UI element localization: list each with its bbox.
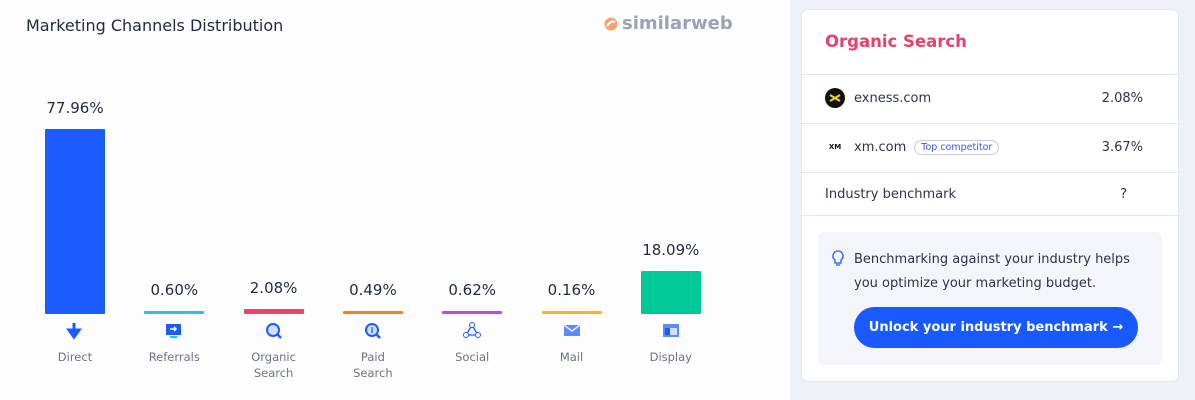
site-row: XM xm.com Top competitor 3.67%: [825, 137, 1143, 157]
site-logo: XM: [825, 137, 845, 157]
bar: [144, 311, 205, 314]
category-label: Referrals: [148, 350, 200, 364]
channel-icon: [563, 324, 580, 336]
channel-icon: [463, 322, 482, 338]
divider: [802, 123, 1178, 124]
channel-icon: [166, 324, 182, 338]
badge: Top competitor: [914, 139, 1000, 155]
value-label: 0.62%: [448, 281, 497, 299]
value-label: 2.08%: [249, 279, 298, 298]
panel-title: Organic Search: [825, 32, 967, 51]
category-label: Organic Search: [251, 350, 296, 380]
logo-text: similarweb: [622, 13, 733, 34]
channel-icon: [364, 323, 381, 339]
divider: [802, 172, 1178, 173]
unlock-button[interactable]: Unlock your industry benchmark →: [854, 307, 1138, 348]
category-label: Social: [455, 350, 490, 364]
site-value: 3.67%: [1101, 139, 1143, 155]
benchmark-value: ?: [1120, 186, 1127, 202]
value-label: 0.49%: [349, 281, 397, 299]
channel-icon: [662, 324, 679, 337]
category-label: Display: [649, 350, 692, 364]
bulb-icon: [832, 250, 844, 266]
bar: [45, 129, 105, 314]
divider: [802, 74, 1178, 75]
site-row: exness.com 2.08%: [825, 88, 1143, 108]
bar: [640, 271, 701, 314]
brand-logo: similarweb: [604, 13, 733, 34]
divider: [802, 215, 1178, 216]
site-logo: [825, 88, 845, 108]
side-panel: Organic Search exness.com 2.08% XM xm.co…: [802, 10, 1178, 381]
logo-mark: [604, 17, 618, 30]
bar: [541, 311, 602, 314]
chart-title: Marketing Channels Distribution: [26, 16, 284, 35]
bar: [342, 311, 403, 314]
site-name: xm.com: [854, 139, 907, 155]
benchmark-row: Industry benchmark ?: [825, 184, 1143, 204]
site-name: exness.com: [854, 90, 932, 106]
benchmark-label: Industry benchmark: [825, 186, 956, 202]
logo-icon: [829, 94, 841, 102]
info-text: Benchmarking against your industry helps…: [854, 252, 1130, 291]
value-label: 18.09%: [642, 241, 700, 260]
site-value: 2.08%: [1101, 90, 1143, 106]
value-label: 77.96%: [46, 99, 104, 117]
category-label: Mail: [559, 350, 584, 364]
channel-icon: [66, 323, 82, 340]
value-label: 0.16%: [547, 281, 596, 299]
bar: [243, 309, 304, 314]
bar: [442, 311, 503, 314]
channel-icon: [265, 323, 282, 339]
category-label: Direct: [57, 350, 93, 364]
chart-card: Marketing Channels Distribution similarw…: [0, 0, 790, 400]
info-box: Benchmarking against your industry helps…: [818, 232, 1162, 365]
value-label: 0.60%: [150, 281, 199, 299]
category-label: Paid Search: [353, 350, 393, 380]
